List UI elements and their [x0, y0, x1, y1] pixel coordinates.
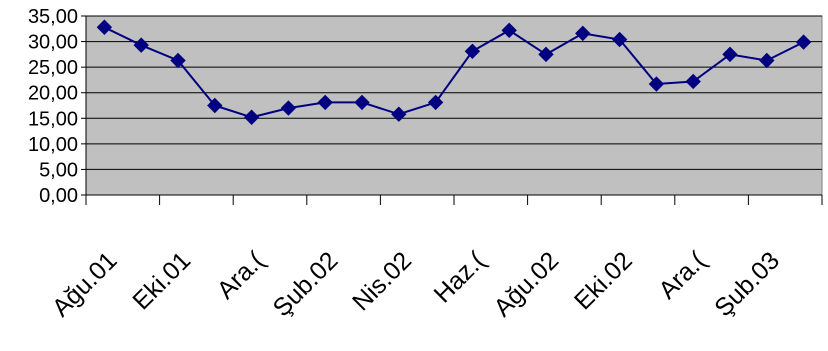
x-axis: Ağu.01 Eki.01 Ara.(Şub.02 Nis.02 Haz.(Ağu.02…: [47, 194, 823, 322]
data-point-marker: [391, 106, 407, 122]
y-tick-label: 5,00: [39, 159, 78, 181]
data-point-marker: [207, 97, 223, 114]
y-tick-label: 35,00: [28, 6, 78, 28]
data-point-marker: [354, 94, 370, 111]
data-point-marker: [575, 25, 591, 42]
y-tick-label: 30,00: [28, 32, 78, 54]
data-point-marker: [685, 73, 701, 90]
data-point-marker: [795, 34, 812, 50]
data-point-marker: [722, 46, 738, 63]
data-point-marker: [648, 76, 665, 92]
x-tick-label: Ara.(: [212, 246, 271, 305]
data-point-marker: [427, 94, 444, 111]
y-tick-label: 25,00: [28, 57, 78, 79]
data-point-marker: [538, 46, 554, 63]
x-tick-label: Eki.01: [127, 246, 196, 315]
x-tick-label: Şub.02: [268, 246, 344, 322]
x-tick-label: Haz.(: [429, 246, 492, 309]
gridlines: [86, 15, 822, 196]
y-tick-label: 10,00: [28, 134, 78, 156]
y-axis: 35,00 30,00 25,00 20,00 15,00 10,00 5,00 0,00: [28, 6, 87, 207]
x-tick-label: Şub.03: [709, 246, 785, 322]
y-tick-label: 15,00: [28, 108, 78, 130]
x-tick-label: Ağu.02: [488, 246, 564, 322]
data-point-marker: [611, 31, 628, 48]
x-tick-label: Ağu.01: [47, 246, 123, 322]
x-tick-label: Nis.02: [347, 246, 417, 316]
data-point-marker: [170, 52, 186, 69]
plot-area: [85, 15, 823, 196]
data-point-marker: [317, 94, 333, 111]
data-point-marker: [243, 109, 260, 125]
y-tick-label: 20,00: [28, 83, 78, 105]
x-tick-label: Ara.(: [653, 246, 712, 305]
series-group: [96, 19, 812, 125]
y-tick-label: 0,00: [39, 185, 78, 207]
data-point-marker: [133, 37, 149, 53]
data-point-marker: [501, 22, 517, 39]
data-point-marker: [280, 100, 297, 116]
data-point-marker: [464, 43, 481, 59]
data-point-marker: [96, 19, 113, 35]
x-tick-label: Eki.02: [569, 246, 638, 315]
data-point-marker: [759, 52, 775, 69]
